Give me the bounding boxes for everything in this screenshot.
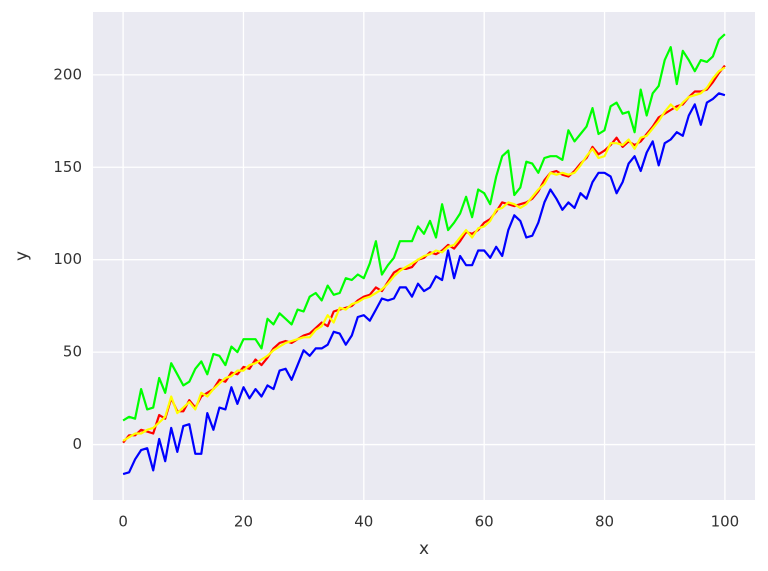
x-tick-label: 100 xyxy=(711,513,740,531)
y-tick-label: 50 xyxy=(63,343,82,361)
x-tick-label: 0 xyxy=(118,513,128,531)
y-tick-label: 150 xyxy=(53,158,82,176)
x-tick-label: 60 xyxy=(475,513,494,531)
x-tick-label: 20 xyxy=(234,513,253,531)
line-series xyxy=(122,92,726,476)
x-axis-label: x xyxy=(419,539,429,559)
x-tick-label: 40 xyxy=(354,513,373,531)
line-series xyxy=(122,33,726,422)
x-tick-label: 80 xyxy=(595,513,614,531)
line-series xyxy=(122,66,726,442)
y-axis-label: y xyxy=(12,251,32,261)
y-tick-label: 200 xyxy=(53,65,82,83)
y-tick-label: 100 xyxy=(53,250,82,268)
y-tick-label: 0 xyxy=(72,435,82,453)
